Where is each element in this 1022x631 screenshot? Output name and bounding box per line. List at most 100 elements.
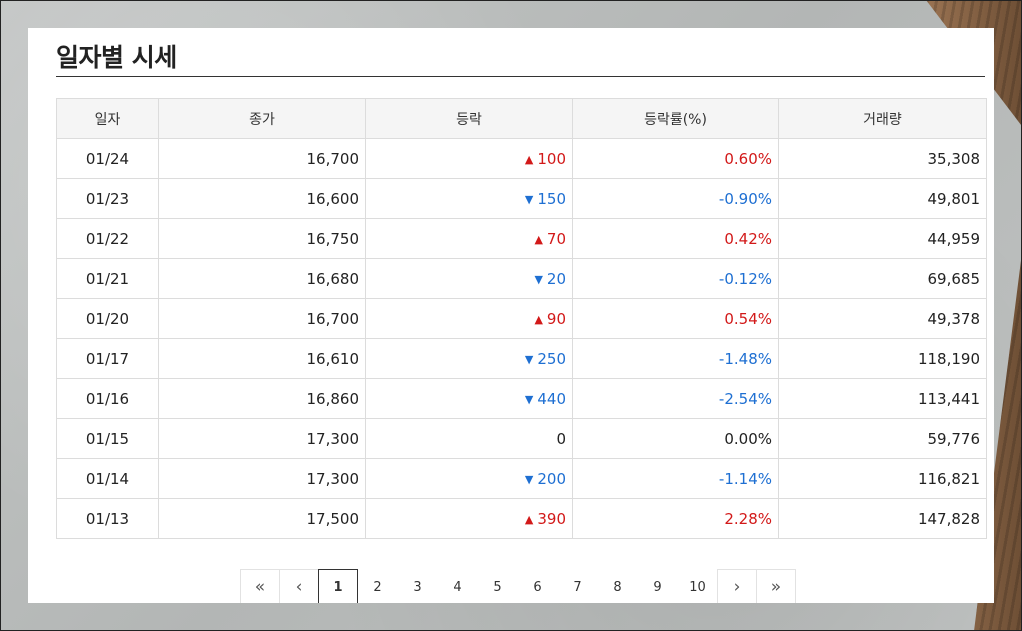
- next-page-button[interactable]: ›: [717, 569, 757, 603]
- cell-close: 16,700: [158, 138, 366, 179]
- cell-date: 01/14: [56, 458, 159, 499]
- cell-volume: 44,959: [778, 218, 987, 259]
- daily-price-panel: 일자별 시세 일자 종가 등락 등락률(%) 거래량 01/24 16,700 ▲ 1…: [28, 28, 994, 603]
- chevron-left-icon: ‹: [295, 577, 303, 597]
- page-7-button[interactable]: 7: [557, 569, 598, 603]
- change-value: 200: [537, 469, 566, 488]
- triangle-down-icon: ▼: [524, 192, 534, 206]
- cell-change: ▼ 200: [365, 458, 573, 499]
- column-header-rate: 등락률(%): [572, 98, 779, 139]
- triangle-up-icon: ▲: [534, 312, 543, 326]
- table-row: 01/22 16,750 ▲ 70 0.42% 44,959: [56, 218, 987, 259]
- double-chevron-right-icon: »: [770, 577, 782, 597]
- table-header-row: 일자 종가 등락 등락률(%) 거래량: [56, 98, 987, 139]
- page-1-button[interactable]: 1: [318, 569, 358, 603]
- triangle-down-icon: ▼: [524, 352, 534, 366]
- triangle-down-icon: ▼: [524, 392, 534, 406]
- cell-change: ▲ 90: [365, 298, 573, 339]
- table-row: 01/15 17,300 0 0.00% 59,776: [56, 418, 987, 459]
- column-header-close: 종가: [158, 98, 366, 139]
- cell-date: 01/20: [56, 298, 159, 339]
- page-9-button[interactable]: 9: [637, 569, 678, 603]
- cell-change: ▲ 390: [365, 498, 573, 539]
- cell-rate: 0.60%: [572, 138, 779, 179]
- table-row: 01/14 17,300 ▼ 200 -1.14% 116,821: [56, 458, 987, 499]
- cell-date: 01/23: [56, 178, 159, 219]
- page-3-button[interactable]: 3: [397, 569, 438, 603]
- cell-close: 16,600: [158, 178, 366, 219]
- table-row: 01/16 16,860 ▼ 440 -2.54% 113,441: [56, 378, 987, 419]
- cell-change: ▲ 70: [365, 218, 573, 259]
- page-5-button[interactable]: 5: [477, 569, 518, 603]
- cell-rate: -0.90%: [572, 178, 779, 219]
- table-body: 01/24 16,700 ▲ 100 0.60% 35,308 01/23 16,600 ▼ 15…: [56, 138, 987, 539]
- table-row: 01/13 17,500 ▲ 390 2.28% 147,828: [56, 498, 987, 539]
- cell-date: 01/24: [56, 138, 159, 179]
- cell-volume: 49,378: [778, 298, 987, 339]
- cell-volume: 49,801: [778, 178, 987, 219]
- daily-price-table: 일자 종가 등락 등락률(%) 거래량 01/24 16,700 ▲ 100 0.60%…: [56, 98, 987, 539]
- page-6-button[interactable]: 6: [517, 569, 558, 603]
- triangle-up-icon: ▲: [524, 512, 534, 526]
- table-row: 01/17 16,610 ▼ 250 -1.48% 118,190: [56, 338, 987, 379]
- cell-date: 01/16: [56, 378, 159, 419]
- chevron-right-icon: ›: [733, 577, 741, 597]
- cell-change: ▼ 440: [365, 378, 573, 419]
- cell-volume: 116,821: [778, 458, 987, 499]
- cell-close: 16,610: [158, 338, 366, 379]
- cell-change: ▲ 100: [365, 138, 573, 179]
- column-header-date: 일자: [56, 98, 159, 139]
- table-row: 01/23 16,600 ▼ 150 -0.90% 49,801: [56, 178, 987, 219]
- page-title: 일자별 시세: [56, 43, 177, 72]
- cell-change: 0: [365, 418, 573, 459]
- page-10-button[interactable]: 10: [677, 569, 718, 603]
- cell-volume: 59,776: [778, 418, 987, 459]
- cell-close: 16,860: [158, 378, 366, 419]
- cell-change: ▼ 250: [365, 338, 573, 379]
- column-header-change: 등락: [365, 98, 573, 139]
- page-4-button[interactable]: 4: [437, 569, 478, 603]
- cell-volume: 113,441: [778, 378, 987, 419]
- cell-close: 16,680: [158, 258, 366, 299]
- title-divider: [56, 76, 985, 77]
- last-page-button[interactable]: »: [756, 569, 796, 603]
- triangle-down-icon: ▼: [534, 272, 543, 286]
- change-value: 390: [537, 509, 566, 528]
- cell-volume: 69,685: [778, 258, 987, 299]
- cell-volume: 118,190: [778, 338, 987, 379]
- cell-rate: -2.54%: [572, 378, 779, 419]
- page-number-list: 1 2 3 4 5 6 7 8 9 10: [318, 569, 718, 603]
- page-2-button[interactable]: 2: [357, 569, 398, 603]
- cell-volume: 35,308: [778, 138, 987, 179]
- prev-page-button[interactable]: ‹: [279, 569, 319, 603]
- cell-rate: 2.28%: [572, 498, 779, 539]
- cell-change: ▼ 150: [365, 178, 573, 219]
- first-page-button[interactable]: «: [240, 569, 280, 603]
- cell-rate: 0.54%: [572, 298, 779, 339]
- cell-rate: -1.14%: [572, 458, 779, 499]
- cell-date: 01/15: [56, 418, 159, 459]
- cell-close: 16,750: [158, 218, 366, 259]
- cell-date: 01/13: [56, 498, 159, 539]
- cell-close: 17,300: [158, 418, 366, 459]
- pagination: « ‹ 1 2 3 4 5 6 7 8 9 10 › »: [240, 569, 796, 603]
- cell-date: 01/21: [56, 258, 159, 299]
- cell-rate: 0.42%: [572, 218, 779, 259]
- cell-date: 01/22: [56, 218, 159, 259]
- page-8-button[interactable]: 8: [597, 569, 638, 603]
- change-value: 20: [546, 269, 566, 288]
- cell-close: 17,500: [158, 498, 366, 539]
- change-value: 0: [556, 429, 566, 448]
- cell-close: 17,300: [158, 458, 366, 499]
- cell-rate: 0.00%: [572, 418, 779, 459]
- triangle-up-icon: ▲: [534, 232, 543, 246]
- double-chevron-left-icon: «: [254, 577, 266, 597]
- change-value: 70: [546, 229, 566, 248]
- change-value: 250: [537, 349, 566, 368]
- cell-volume: 147,828: [778, 498, 987, 539]
- change-value: 150: [537, 189, 566, 208]
- triangle-up-icon: ▲: [524, 152, 534, 166]
- table-row: 01/20 16,700 ▲ 90 0.54% 49,378: [56, 298, 987, 339]
- column-header-volume: 거래량: [778, 98, 987, 139]
- table-row: 01/24 16,700 ▲ 100 0.60% 35,308: [56, 138, 987, 179]
